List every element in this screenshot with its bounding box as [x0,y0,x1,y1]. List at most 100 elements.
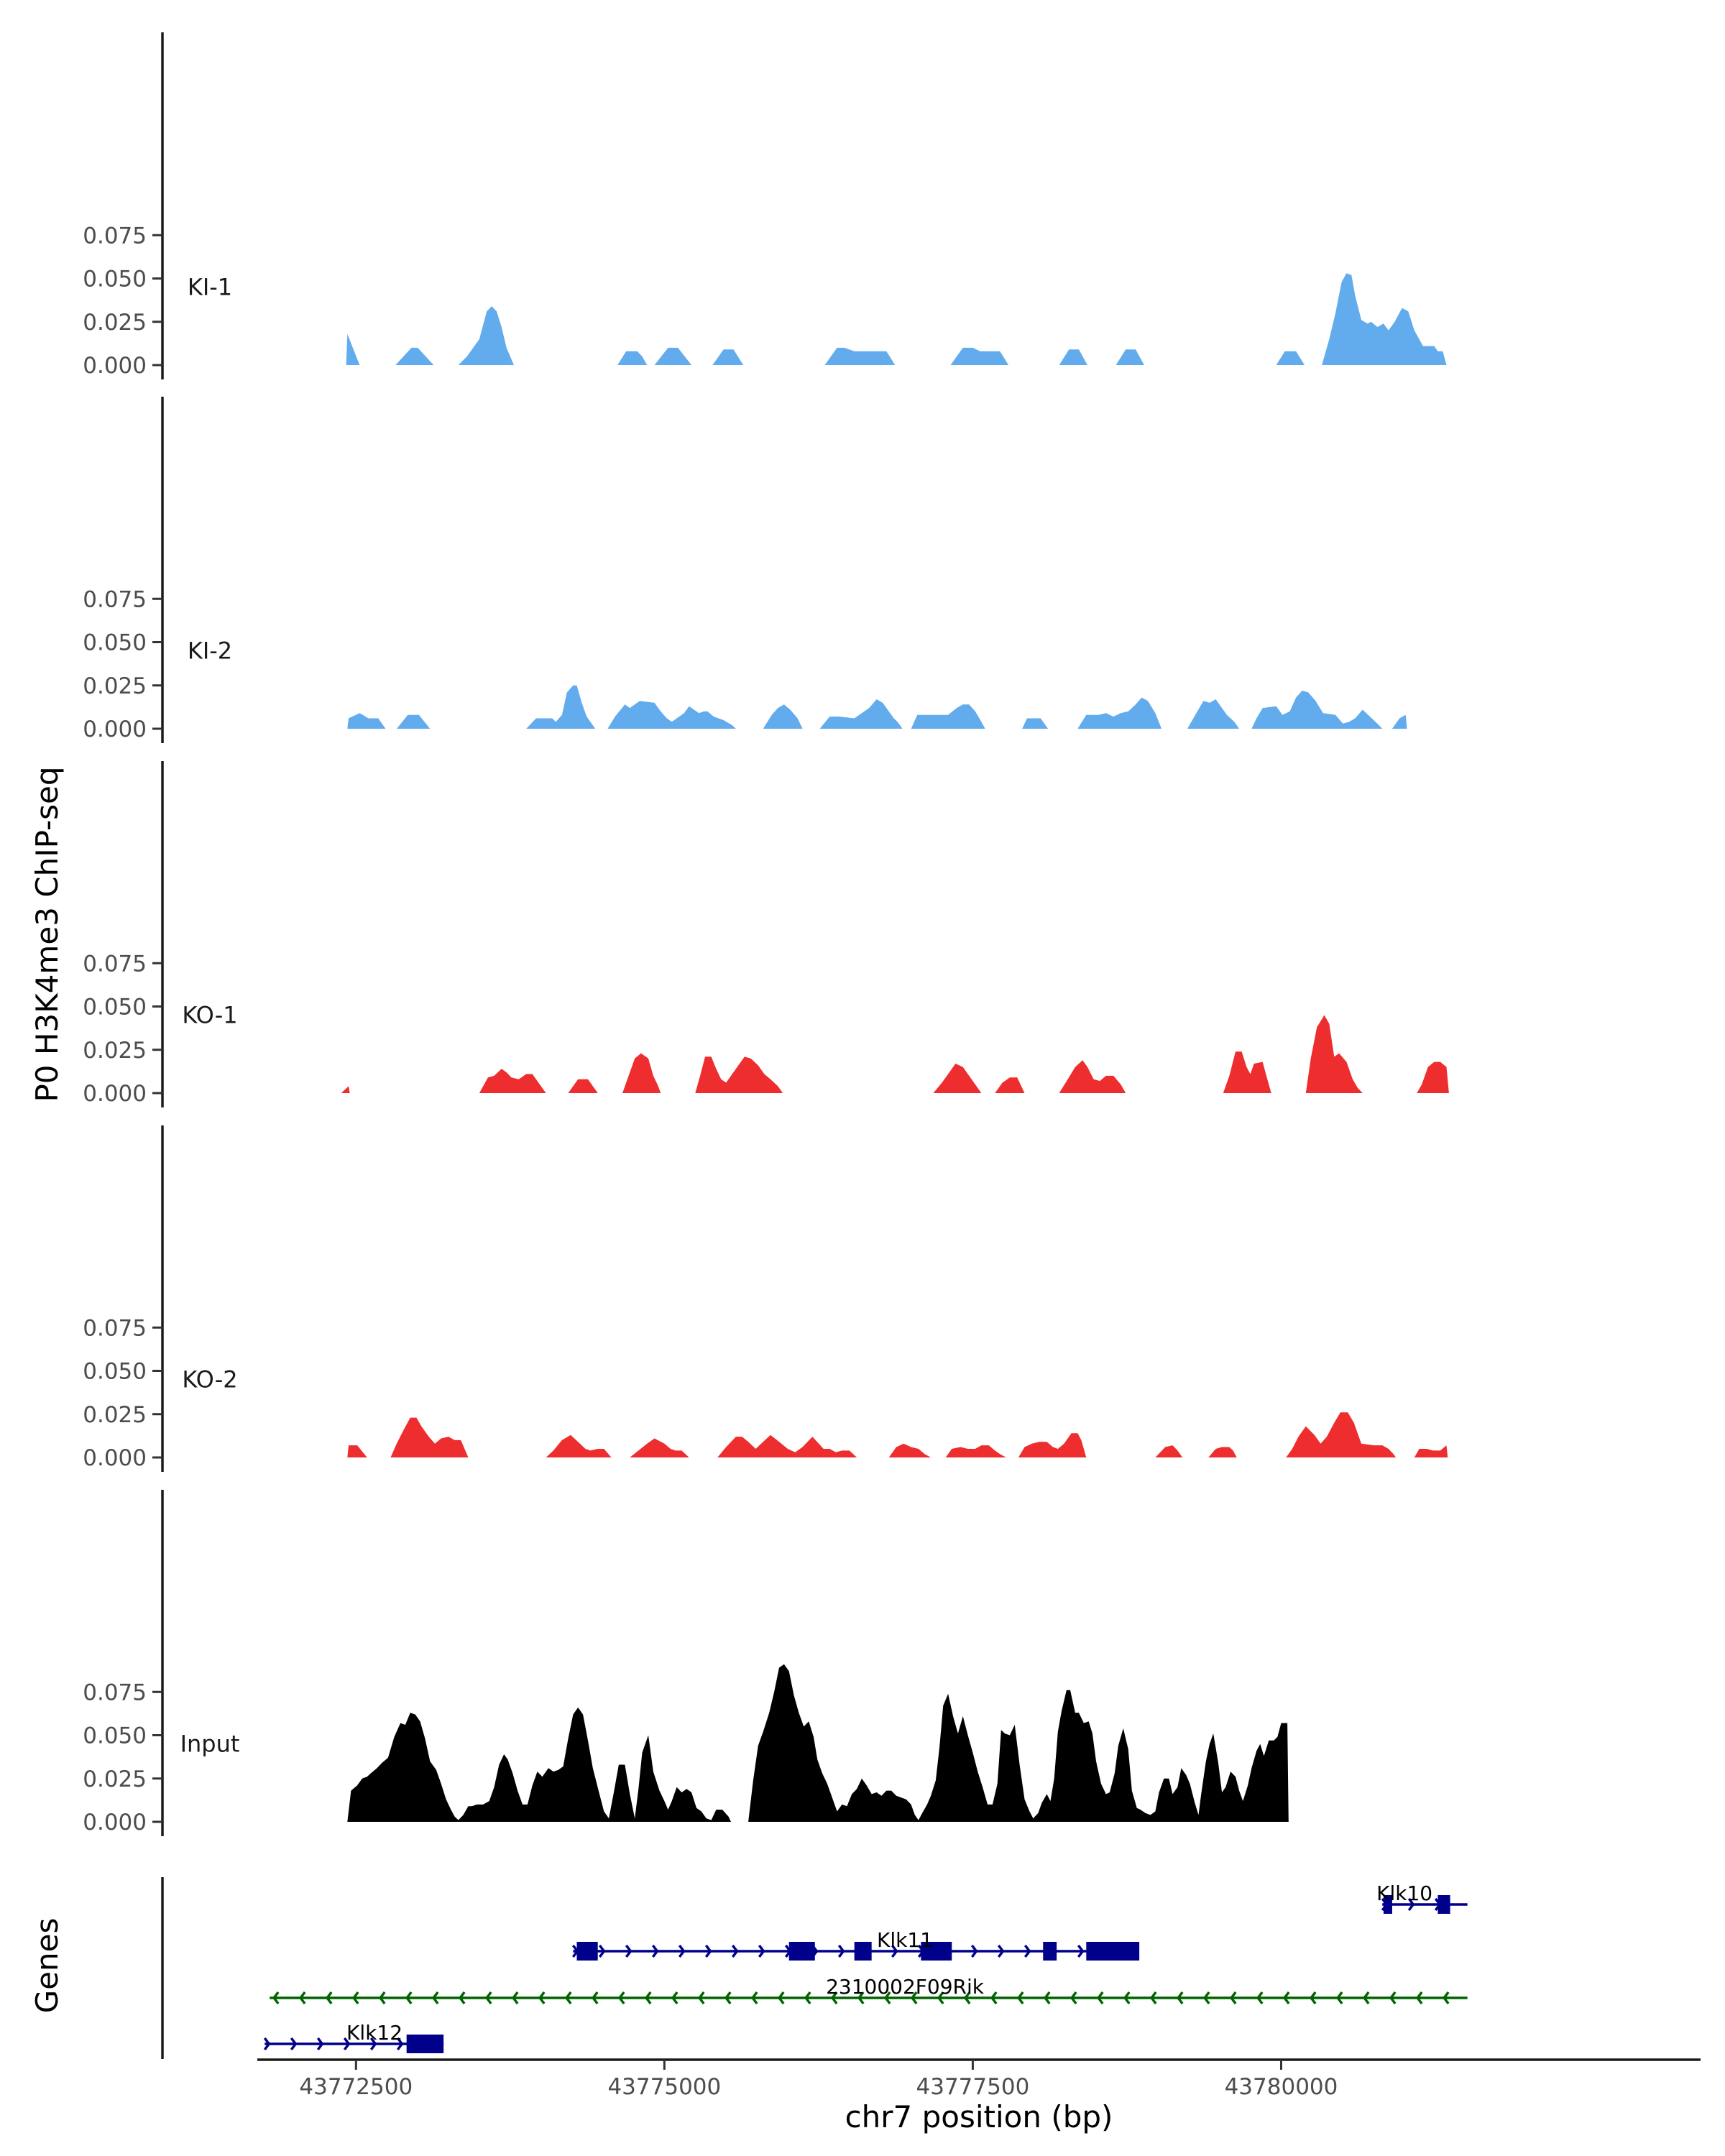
y-tick-label: 0.025 [83,310,147,336]
strand-arrow [1407,1897,1415,1912]
x-axis: 43772500 43775000 43777500 43780000 [257,2058,1701,2100]
gene-klk12: Klk12 [263,2021,444,2053]
strand-arrow [343,2037,351,2051]
coverage-area [347,1664,1289,1822]
exon [1043,1942,1057,1961]
strand-arrow [910,1991,918,2005]
genes-axis-title: Genes [29,1918,65,2014]
strand-arrow [1442,1991,1450,2005]
strand-arrow [1016,1991,1024,2005]
strand-arrow [1335,1991,1343,2005]
track-label: KI-1 [188,274,232,301]
strand-arrow [298,1991,306,2005]
strand-arrow [484,1991,492,2005]
exon [921,1942,952,1961]
strand-arrow [804,1991,811,2005]
track-label: Input [180,1731,240,1758]
gene-2310002f09rik: 2310002F09Rik [270,1975,1468,2005]
strand-arrow [777,1991,785,2005]
track-ki-2: 0.000 0.025 0.050 0.075 KI-2 [83,397,1407,743]
strand-arrow [1096,1991,1104,2005]
y-tick-label: 0.075 [83,586,147,612]
strand-arrow [671,1991,678,2005]
strand-arrow [891,1944,898,1958]
strand-arrow [1229,1991,1237,2005]
strand-arrow [625,1944,632,1958]
strand-arrow [1362,1991,1370,2005]
y-tick-label: 0.050 [83,267,147,292]
strand-arrow [351,1991,359,2005]
strand-arrow [731,1944,739,1958]
strand-arrow [511,1991,519,2005]
strand-arrow [1077,1944,1085,1958]
strand-arrow [617,1991,625,2005]
exon [1438,1895,1450,1914]
strand-arrow [1176,1991,1184,2005]
strand-arrow [1202,1991,1210,2005]
tracks-layer: 0.0000.0250.0500.075KI-10.0000.0250.0500… [83,32,1449,1836]
exon [1086,1942,1140,1961]
y-tick-label: 0.050 [83,995,147,1021]
strand-arrow [1149,1991,1157,2005]
gene-label: 2310002F09Rik [826,1975,985,1999]
strand-arrow [1256,1991,1264,2005]
y-tick-label: 0.075 [83,223,147,249]
strand-arrow [1282,1991,1290,2005]
strand-arrow [564,1991,572,2005]
strand-arrow [758,1944,765,1958]
y-tick-label: 0.025 [83,1402,147,1428]
track-ko-1: 0.000 0.025 0.050 0.075 KO-1 [83,761,1449,1107]
strand-arrow [316,2037,324,2051]
exon [854,1942,872,1961]
strand-arrow [724,1991,732,2005]
strand-arrow [1043,1991,1051,2005]
strand-arrow [1024,1944,1031,1958]
gene-klk11: Klk11 [571,1928,1140,1961]
strand-arrow [1123,1991,1131,2005]
strand-arrow [538,1991,546,2005]
strand-arrow [458,1991,466,2005]
strand-arrow [750,1991,758,2005]
strand-arrow [937,1991,944,2005]
strand-arrow [325,1991,333,2005]
y-tick-label: 0.000 [83,1810,147,1835]
strand-arrow [272,1991,280,2005]
strand-arrow [1309,1991,1317,2005]
strand-arrow [857,1991,865,2005]
exon [406,2035,444,2053]
strand-arrow [598,1944,606,1958]
x-axis-title: chr7 position (bp) [845,2099,1113,2134]
exon [1383,1895,1392,1914]
y-tick-label: 0.075 [83,1680,147,1705]
strand-arrow [1389,1991,1397,2005]
gene-label: Klk11 [877,1928,933,1952]
gene-label: Klk10 [1376,1881,1432,1905]
strand-arrow [378,1991,386,2005]
strand-arrow [263,2037,271,2051]
genes-layer: Klk10 Klk11 2310002F09Rik Klk12 [161,1877,1468,2059]
y-tick-label: 0.075 [83,1315,147,1341]
strand-arrow [678,1944,686,1958]
strand-arrow [837,1944,845,1958]
x-tick-label: 43772500 [299,2074,413,2100]
strand-arrow [644,1991,652,2005]
strand-arrow [883,1991,891,2005]
y-tick-label: 0.050 [83,1359,147,1385]
y-tick-label: 0.075 [83,951,147,977]
y-tick-label: 0.025 [83,1766,147,1792]
strand-arrow [396,2037,404,2051]
y-tick-label: 0.000 [83,353,147,379]
strand-arrow [997,1944,1005,1958]
coverage-area [346,273,1447,365]
x-tick-label: 43780000 [1225,2074,1338,2100]
y-tick-label: 0.000 [83,1081,147,1107]
strand-arrow [405,1991,413,2005]
strand-arrow [697,1991,705,2005]
coverage-area [347,685,1407,729]
x-tick-label: 43775000 [607,2074,721,2100]
track-input: 0.000 0.025 0.050 0.075 Input [83,1490,1289,1836]
y-axis-title: P0 H3K4me3 ChIP-seq [29,766,65,1102]
y-tick-label: 0.000 [83,1445,147,1471]
